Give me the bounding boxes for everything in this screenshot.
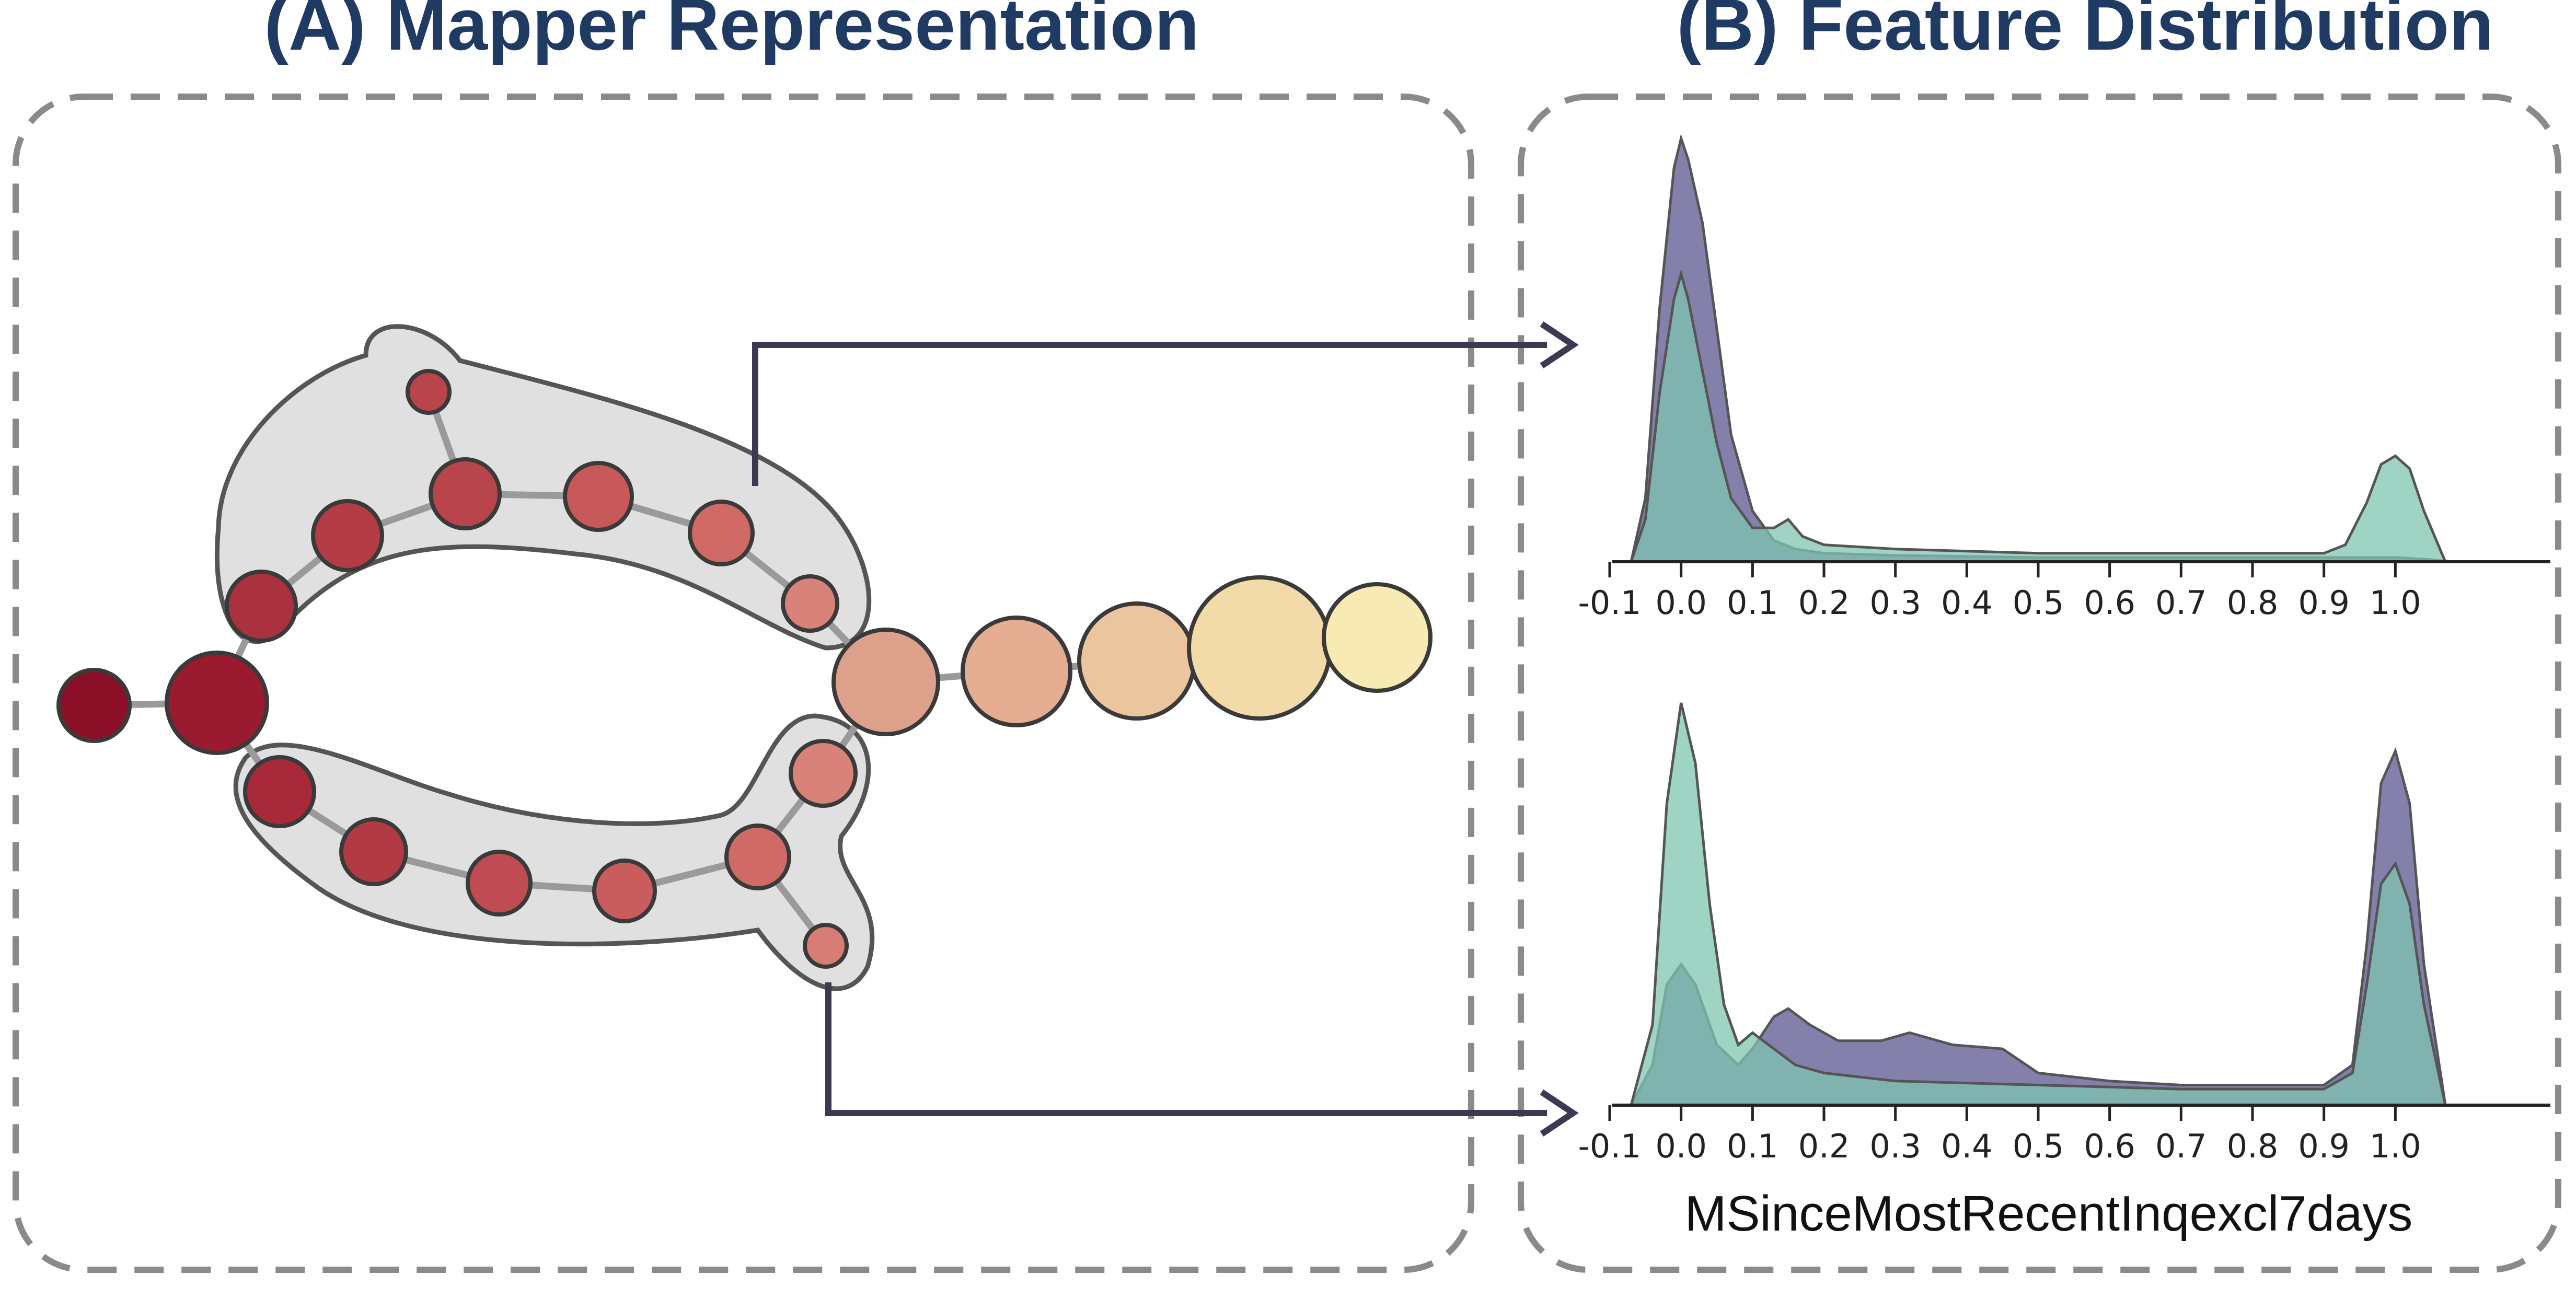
mapper-node (466, 850, 533, 917)
x-tick-label: 0.1 (1727, 584, 1778, 622)
mapper-node (429, 457, 502, 530)
mapper-node (724, 824, 791, 890)
mapper-nodes (56, 369, 1433, 969)
panel-a-border (13, 94, 1474, 1273)
x-tick-label: 0.6 (2084, 584, 2135, 622)
x-tick-label: 0.4 (1941, 584, 1993, 622)
density-series-1 (1629, 702, 2447, 1107)
mapper-node (243, 755, 316, 828)
x-tick-label: 0.8 (2227, 584, 2279, 622)
mapper-node (311, 499, 384, 572)
x-tick-label: 0.3 (1869, 1127, 1921, 1165)
mapper-node (789, 739, 858, 808)
panel-b-border (1518, 94, 2561, 1273)
connection-arrows (752, 321, 1579, 1137)
x-tick-label: 0.8 (2227, 1127, 2279, 1165)
mapper-node (1187, 575, 1332, 721)
mapper-node (56, 668, 132, 743)
arrow-to-top-chart (752, 342, 1547, 486)
x-tick-label: 1.0 (2370, 584, 2421, 622)
arrow-head-top (1540, 321, 1579, 368)
mapper-node (831, 628, 940, 736)
density-series-0 (1629, 133, 2453, 563)
x-tick-label: 0.0 (1655, 1127, 1707, 1165)
mapper-node (406, 369, 452, 415)
x-tick-label: 0.6 (2084, 1127, 2135, 1165)
x-tick-label: 0.2 (1798, 1127, 1850, 1165)
x-tick-label: 0.5 (2013, 584, 2064, 622)
lower-node-group (233, 713, 875, 991)
mapper-node (563, 461, 634, 532)
arrow-to-bottom-chart (825, 982, 1547, 1116)
mapper-node (165, 651, 269, 755)
x-tick-label: 0.9 (2298, 584, 2350, 622)
mapper-node (781, 574, 839, 633)
mapper-node (592, 859, 657, 923)
upper-node-group (214, 324, 872, 651)
mapper-node (225, 570, 298, 643)
arrow-head-bottom (1540, 1089, 1579, 1137)
mapper-node (1077, 601, 1196, 721)
mapper-node (688, 500, 755, 566)
density-chart-top: -0.1 0.0 0.1 0.2 0.3 0.4 0.5 0.6 0.7 0.8 0.9 1.0 (1578, 133, 2550, 622)
mapper-node (1322, 582, 1433, 693)
x-tick-label: 0.7 (2155, 584, 2207, 622)
x-tick-label: -0.1 (1578, 1127, 1642, 1165)
feature-label: MSinceMostRecentInqexcl7days (1685, 1186, 2413, 1242)
panel-b-title: (B) Feature Distribution (1677, 0, 2493, 65)
x-tick-label: 0.3 (1869, 584, 1921, 622)
x-tick-label: 0.5 (2013, 1127, 2064, 1165)
x-tick-label: 0.9 (2298, 1127, 2350, 1165)
x-tick-label: 0.2 (1798, 584, 1850, 622)
mapper-node (961, 616, 1072, 727)
density-chart-bottom: -0.1 0.0 0.1 0.2 0.3 0.4 0.5 0.6 0.7 0.8 0.9 1.0 (1578, 702, 2550, 1165)
density-series-1 (1629, 269, 2447, 563)
mapper-node (803, 923, 849, 969)
x-tick-label: 0.0 (1655, 584, 1707, 622)
x-tick-label: 0.7 (2155, 1127, 2207, 1165)
x-tick-label: -0.1 (1578, 584, 1642, 622)
x-tick-label: 0.4 (1941, 1127, 1993, 1165)
panel-a-title: (A) Mapper Representation (264, 0, 1199, 65)
x-tick-label: 1.0 (2370, 1127, 2421, 1165)
x-tick-label: 0.1 (1727, 1127, 1778, 1165)
mapper-node (339, 817, 408, 886)
